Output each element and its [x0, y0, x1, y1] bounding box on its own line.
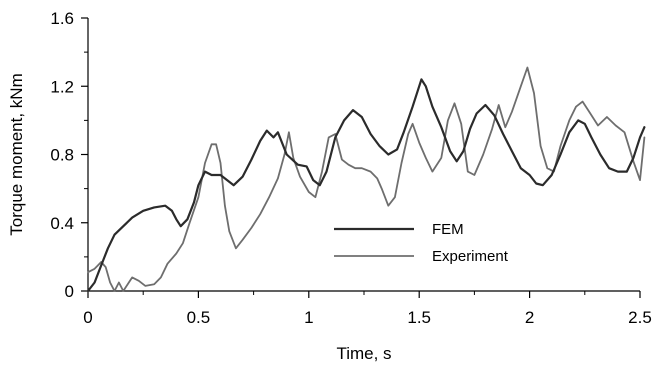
- x-tick-label: 2.5: [628, 308, 652, 327]
- y-tick-label: 0: [65, 282, 74, 301]
- x-tick-label: 2: [525, 308, 534, 327]
- x-tick-label: 0: [83, 308, 92, 327]
- y-tick-label: 0.8: [50, 146, 74, 165]
- x-axis-title: Time, s: [336, 344, 391, 363]
- y-tick-label: 1.6: [50, 9, 74, 28]
- legend-label-experiment: Experiment: [432, 248, 509, 265]
- y-tick-label: 1.2: [50, 77, 74, 96]
- series-line-fem: [86, 78, 646, 293]
- series-line-experiment: [87, 66, 646, 292]
- y-axis-title: Torque moment, kNm: [7, 73, 26, 236]
- x-tick-label: 0.5: [187, 308, 211, 327]
- y-tick-label: 0.4: [50, 214, 74, 233]
- legend-label-fem: FEM: [432, 221, 464, 238]
- x-tick-label: 1: [304, 308, 313, 327]
- x-tick-label: 1.5: [407, 308, 431, 327]
